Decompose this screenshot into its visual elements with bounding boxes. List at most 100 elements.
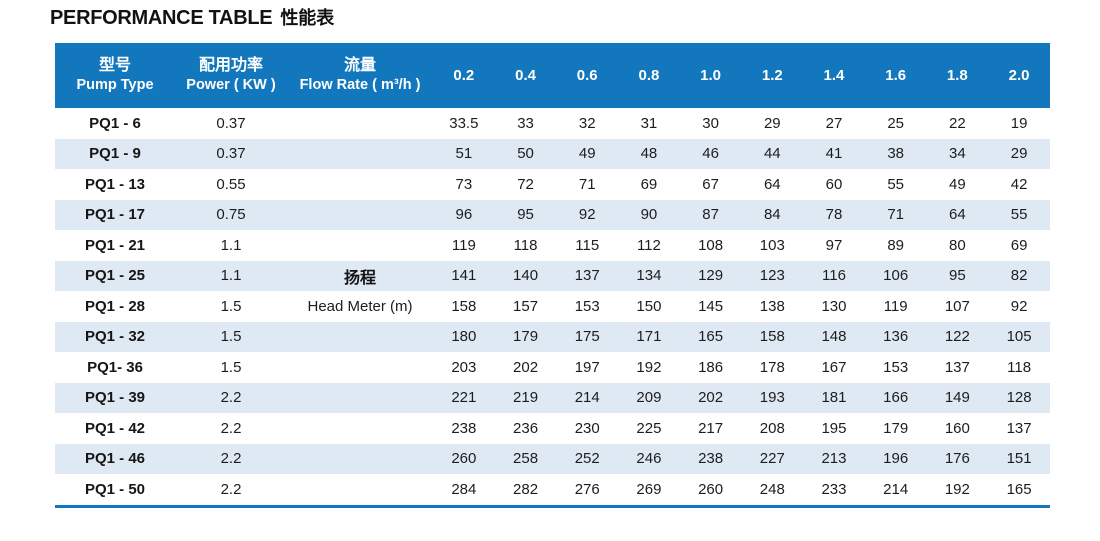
value-cell: 30 xyxy=(679,108,742,139)
value-cell: 27 xyxy=(803,108,865,139)
value-cell: 123 xyxy=(741,260,804,291)
table-row: PQ1 - 9 0.37 51 50 49 48 46 44 41 38 34 29 xyxy=(55,138,1050,169)
head-meter-label-cell-empty xyxy=(287,230,434,261)
table-row: PQ1 - 21 1.1 119 118 115 112 108 103 97 89 80 69 xyxy=(55,230,1050,261)
value-cell: 49 xyxy=(556,138,619,169)
header-flow-value: 0.4 xyxy=(494,43,557,108)
power-cell: 1.5 xyxy=(175,291,287,322)
value-cell: 33 xyxy=(494,108,557,139)
table-row: PQ1- 36 1.5 203 202 197 192 186 178 167 153 137 118 xyxy=(55,352,1050,383)
value-cell: 252 xyxy=(556,443,619,474)
value-cell: 46 xyxy=(679,138,742,169)
header-flow-value: 1.6 xyxy=(864,43,927,108)
pump-model-cell: PQ1 - 28 xyxy=(55,291,175,322)
value-cell: 260 xyxy=(433,443,495,474)
value-cell: 208 xyxy=(741,413,804,444)
table-row: PQ1 - 6 0.37 33.5 33 32 31 30 29 27 25 22 19 xyxy=(55,108,1050,139)
value-cell: 203 xyxy=(433,352,495,383)
value-cell: 115 xyxy=(556,230,619,261)
table-row: PQ1 - 25 1.1 扬程 141 140 137 134 129 123 116 106 95 8… xyxy=(55,260,1050,291)
value-cell: 90 xyxy=(618,199,680,230)
value-cell: 141 xyxy=(433,260,495,291)
value-cell: 179 xyxy=(864,413,927,444)
value-cell: 269 xyxy=(618,474,680,506)
value-cell: 178 xyxy=(741,352,804,383)
value-cell: 49 xyxy=(926,169,989,200)
value-cell: 106 xyxy=(864,260,927,291)
value-cell: 175 xyxy=(556,321,619,352)
value-cell: 179 xyxy=(494,321,557,352)
header-flow-value: 2.0 xyxy=(988,43,1050,108)
header-pump-type-en: Pump Type xyxy=(76,77,154,93)
value-cell: 158 xyxy=(433,291,495,322)
value-cell: 284 xyxy=(433,474,495,506)
value-cell: 92 xyxy=(988,291,1050,322)
power-cell: 2.2 xyxy=(175,443,287,474)
value-cell: 151 xyxy=(988,443,1050,474)
head-meter-label-cell-empty xyxy=(287,443,434,474)
value-cell: 166 xyxy=(864,382,927,413)
value-cell: 55 xyxy=(988,199,1050,230)
header-flow-value: 1.8 xyxy=(926,43,989,108)
pump-model-cell: PQ1 - 32 xyxy=(55,321,175,352)
pump-model-cell: PQ1 - 6 xyxy=(55,108,175,139)
value-cell: 202 xyxy=(494,352,557,383)
value-cell: 193 xyxy=(741,382,804,413)
power-cell: 0.37 xyxy=(175,108,287,139)
pump-model-cell: PQ1 - 50 xyxy=(55,474,175,506)
page-title-en: PERFORMANCE TABLE xyxy=(50,7,273,29)
value-cell: 129 xyxy=(679,260,742,291)
header-pump-type-zh: 型号 xyxy=(98,57,131,74)
header-flow-value: 0.6 xyxy=(556,43,619,108)
value-cell: 95 xyxy=(494,199,557,230)
value-cell: 150 xyxy=(618,291,680,322)
value-cell: 31 xyxy=(618,108,680,139)
head-meter-label-cell-empty xyxy=(287,352,434,383)
value-cell: 73 xyxy=(433,169,495,200)
pump-model-cell: PQ1 - 17 xyxy=(55,199,175,230)
head-meter-label-cell-empty xyxy=(287,382,434,413)
value-cell: 25 xyxy=(864,108,927,139)
value-cell: 64 xyxy=(741,169,804,200)
value-cell: 192 xyxy=(618,352,680,383)
value-cell: 34 xyxy=(926,138,989,169)
table-row: PQ1 - 32 1.5 180 179 175 171 165 158 148 136 122 10… xyxy=(55,321,1050,352)
value-cell: 157 xyxy=(494,291,557,322)
value-cell: 122 xyxy=(926,321,989,352)
value-cell: 51 xyxy=(433,138,495,169)
performance-table: 型号 Pump Type 配用功率 Power ( KW ) 流量 Flow R… xyxy=(55,43,1050,508)
value-cell: 176 xyxy=(926,443,989,474)
value-cell: 92 xyxy=(556,199,619,230)
pump-model-cell: PQ1 - 25 xyxy=(55,260,175,291)
pump-model-cell: PQ1 - 13 xyxy=(55,169,175,200)
head-meter-label-cell-empty xyxy=(287,169,434,200)
power-cell: 0.37 xyxy=(175,138,287,169)
value-cell: 33.5 xyxy=(433,108,495,139)
value-cell: 87 xyxy=(679,199,742,230)
table-header: 型号 Pump Type 配用功率 Power ( KW ) 流量 Flow R… xyxy=(55,43,1050,108)
value-cell: 165 xyxy=(679,321,742,352)
value-cell: 225 xyxy=(618,413,680,444)
table-row: PQ1 - 50 2.2 284 282 276 269 260 248 233 214 192 16… xyxy=(55,474,1050,506)
head-meter-label-cell-empty xyxy=(287,138,434,169)
value-cell: 246 xyxy=(618,443,680,474)
value-cell: 202 xyxy=(679,382,742,413)
value-cell: 236 xyxy=(494,413,557,444)
value-cell: 260 xyxy=(679,474,742,506)
value-cell: 107 xyxy=(926,291,989,322)
value-cell: 217 xyxy=(679,413,742,444)
head-meter-label-zh: 扬程 xyxy=(287,260,434,291)
power-cell: 1.1 xyxy=(175,260,287,291)
header-flow-value: 1.2 xyxy=(741,43,804,108)
value-cell: 29 xyxy=(741,108,804,139)
value-cell: 119 xyxy=(864,291,927,322)
value-cell: 89 xyxy=(864,230,927,261)
value-cell: 180 xyxy=(433,321,495,352)
value-cell: 158 xyxy=(741,321,804,352)
value-cell: 95 xyxy=(926,260,989,291)
value-cell: 134 xyxy=(618,260,680,291)
value-cell: 80 xyxy=(926,230,989,261)
table-row: PQ1 - 28 1.5 Head Meter (m) 158 157 153 150 145… xyxy=(55,291,1050,322)
performance-table-body: PQ1 - 6 0.37 33.5 33 32 31 30 29 27 25 22 19 PQ1 - 9… xyxy=(55,108,1050,506)
